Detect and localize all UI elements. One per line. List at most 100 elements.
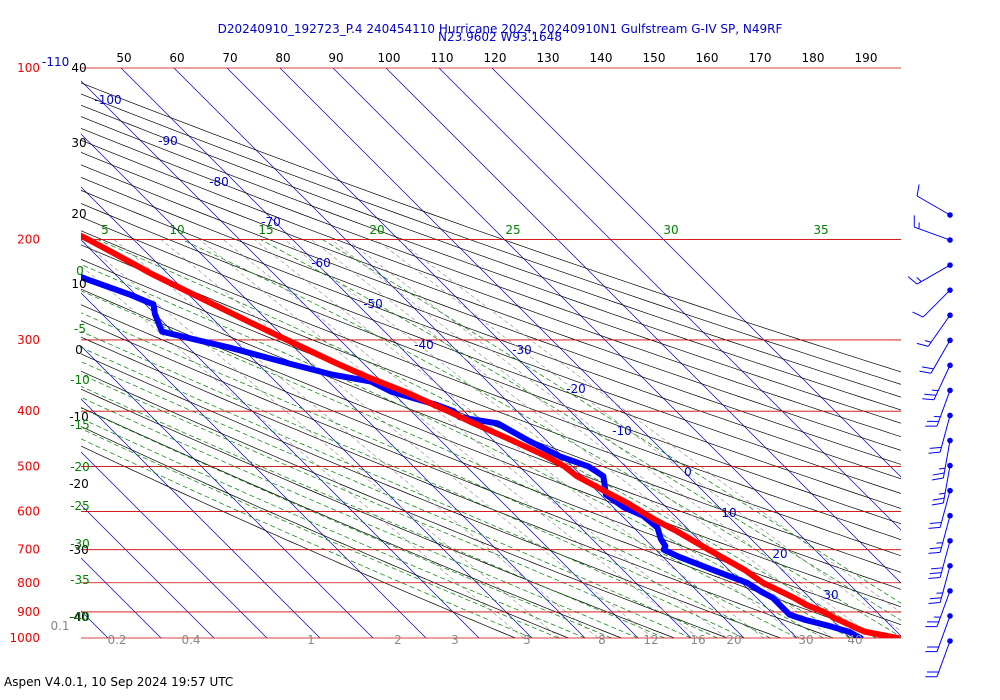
isotherm-label: -60 — [311, 256, 331, 270]
isotherm-label: -90 — [158, 134, 178, 148]
top-temperature-label: 140 — [590, 51, 613, 65]
mixing-ratio-label: 0.1 — [50, 619, 69, 633]
isotherm-label: -100 — [94, 93, 121, 107]
moist-adiabat-line — [97, 239, 877, 638]
mixing-ratio-label: 40 — [847, 633, 862, 647]
sounding-profiles — [81, 232, 901, 638]
wind-barb — [925, 613, 953, 653]
isotherm-line — [81, 345, 374, 638]
mixing-ratio-label: 8 — [598, 633, 606, 647]
moist-adiabat-left-label: -15 — [70, 418, 90, 432]
moist-adiabat-label: 20 — [369, 223, 384, 237]
dry-adiabat-line — [81, 93, 901, 385]
top-temperature-label: 90 — [328, 51, 343, 65]
pressure-label-500: 500 — [17, 459, 40, 473]
dry-adiabat-line — [81, 230, 901, 541]
dry-adiabat-line — [81, 426, 569, 638]
isotherm-line — [120, 68, 692, 638]
top-temperature-label: 160 — [696, 51, 719, 65]
isotherm-line — [81, 504, 215, 638]
wind-barb — [913, 215, 953, 243]
left-temperature-label: -20 — [69, 477, 89, 491]
wind-barb — [912, 287, 953, 318]
mixing-ratio-label: 1 — [307, 633, 315, 647]
left-temperature-label: -40 — [69, 610, 89, 624]
dry-adiabat-line — [81, 164, 901, 465]
dry-adiabat-line — [81, 189, 901, 494]
wind-barbs — [907, 184, 953, 678]
moist-adiabat-left-label: -5 — [74, 322, 86, 336]
isotherm-label: -30 — [512, 343, 532, 357]
moist-adiabat-left-label: -20 — [70, 460, 90, 474]
dry-adiabat-line — [81, 244, 901, 557]
wind-barb — [928, 537, 953, 579]
dry-adiabat-line — [81, 152, 901, 451]
dry-adiabat-line — [81, 445, 516, 638]
mixing-ratio-label: 5 — [523, 633, 531, 647]
isotherm-label: 10 — [721, 506, 736, 520]
chart-title-line2: N23.9602 W93.1648 — [438, 30, 562, 44]
mixing-ratio-line — [284, 239, 800, 638]
top-temperature-label: 120 — [484, 51, 507, 65]
isotherm-label: -70 — [261, 215, 281, 229]
moist-adiabat-line — [81, 361, 718, 638]
wind-barb — [907, 262, 953, 285]
moist-adiabat-label: 15 — [258, 223, 273, 237]
wind-barb — [919, 337, 953, 374]
top-temperature-label: 190 — [855, 51, 878, 65]
moist-adiabat-label: 25 — [505, 223, 520, 237]
dry-adiabat-line — [81, 353, 781, 638]
top-temperature-label: 100 — [378, 51, 401, 65]
dry-adiabat-line — [81, 116, 901, 411]
moist-adiabat-line — [81, 347, 745, 638]
wind-barb — [931, 462, 953, 506]
top-temperature-label: 150 — [643, 51, 666, 65]
dry-adiabat-line — [81, 104, 901, 398]
left-temperature-label: 10 — [71, 277, 86, 291]
moist-adiabat-line — [81, 396, 639, 638]
pressure-label-1000: 1000 — [9, 631, 40, 645]
moist-adiabat-left-label: 0 — [76, 264, 84, 278]
top-temperature-label: 110 — [431, 51, 454, 65]
left-temperature-label: 20 — [71, 207, 86, 221]
dry-adiabat-line — [81, 336, 834, 638]
dry-adiabat-line — [81, 288, 901, 608]
pressure-label-400: 400 — [17, 404, 40, 418]
isotherm-label: 0 — [684, 465, 692, 479]
dewpoint-profile — [81, 273, 864, 638]
isotherm-line — [385, 68, 901, 584]
mixing-ratio-label: 2 — [394, 633, 402, 647]
dry-adiabat-line — [81, 304, 901, 626]
isotherm-line — [81, 80, 639, 638]
isotherm-line — [81, 133, 586, 638]
wind-barb — [925, 387, 953, 427]
wind-barb — [928, 487, 953, 529]
isotherm-label: -80 — [209, 175, 229, 189]
isotherm-line — [0, 68, 2, 638]
isotherm-line — [279, 68, 851, 638]
top-temperature-label: 170 — [749, 51, 772, 65]
isotherm-label: -40 — [414, 338, 434, 352]
wind-barb — [916, 184, 953, 218]
isobar-lines — [81, 67, 901, 639]
dry-adiabat-line — [81, 82, 901, 373]
pressure-label-600: 600 — [17, 505, 40, 519]
wind-barb — [928, 563, 953, 605]
pressure-label-100: 100 — [17, 61, 40, 75]
wind-barb — [928, 512, 953, 554]
moist-adiabat-label: 30 — [663, 223, 678, 237]
dry-adiabat-line — [81, 139, 901, 438]
dry-adiabat-line — [81, 258, 901, 573]
mixing-ratio-label: 20 — [726, 633, 741, 647]
dry-adiabat-line — [81, 177, 901, 480]
wind-barb — [922, 362, 953, 401]
pressure-label-110: -110 — [42, 55, 69, 69]
top-temperature-label: 80 — [275, 51, 290, 65]
moist-adiabat-left-label: -30 — [70, 537, 90, 551]
top-temperature-label: 60 — [169, 51, 184, 65]
isotherm-label: -20 — [566, 382, 586, 396]
moist-adiabat-label: 10 — [169, 223, 184, 237]
left-temperature-label: 0 — [75, 343, 83, 357]
mixing-ratio-line — [160, 239, 654, 638]
